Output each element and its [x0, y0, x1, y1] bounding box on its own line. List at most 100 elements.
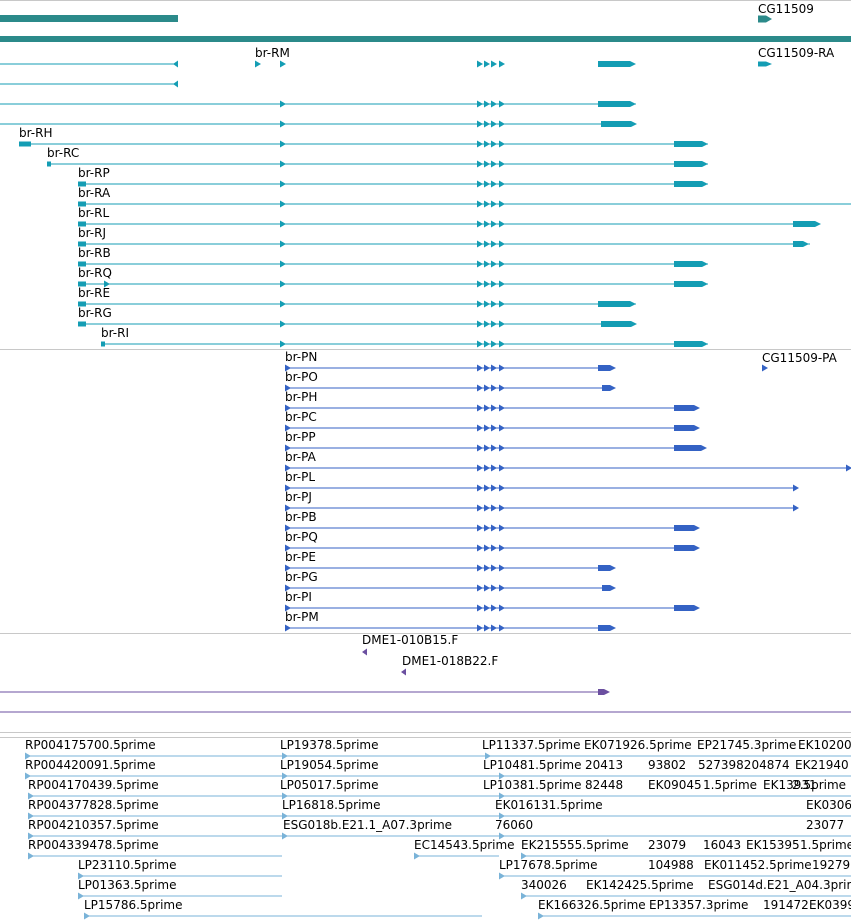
est-label[interactable]: LP01363.5prime — [78, 878, 177, 892]
est-row[interactable] — [25, 752, 851, 760]
protein-row[interactable]: br-PO — [285, 370, 616, 392]
protein-label[interactable]: br-PB — [285, 510, 317, 524]
est-label[interactable]: LP05017.5prime — [280, 778, 379, 792]
protein-row[interactable]: br-PL — [285, 470, 799, 492]
mrna-label[interactable]: br-RI — [101, 326, 129, 340]
est-row[interactable] — [28, 812, 851, 820]
protein-side-label[interactable]: CG11509-PA — [762, 351, 838, 365]
protein-label[interactable]: br-PO — [285, 370, 318, 384]
mrna-row[interactable]: br-RQ — [78, 266, 708, 288]
est-label[interactable]: 76060 — [495, 818, 533, 832]
mrna-row[interactable]: br-RB — [78, 246, 708, 268]
est-row[interactable] — [25, 772, 851, 780]
est-label[interactable]: LP19378.5prime — [280, 738, 379, 752]
est-label[interactable]: 82448 — [585, 778, 623, 792]
protein-label[interactable]: br-PH — [285, 390, 317, 404]
mrna-row[interactable]: br-RC — [47, 146, 708, 168]
est-label[interactable]: EK15395 — [746, 838, 800, 852]
est-label[interactable]: EK09045 — [648, 778, 702, 792]
est-label[interactable]: EK215555.5prime — [521, 838, 629, 852]
protein-label[interactable]: br-PL — [285, 470, 315, 484]
est-label[interactable]: 191472 — [763, 898, 809, 912]
protein-row[interactable]: br-PG — [285, 570, 616, 592]
est-label[interactable]: LP15786.5prime — [84, 898, 183, 912]
clone-label[interactable]: DME1-010B15.F — [362, 633, 458, 647]
protein-label[interactable]: br-PM — [285, 610, 319, 624]
protein-row[interactable]: br-PC — [285, 410, 700, 432]
mrna-row[interactable]: br-RL — [78, 206, 821, 228]
est-row[interactable] — [28, 832, 851, 840]
est-label[interactable]: EC14543.5prime — [414, 838, 515, 852]
est-label[interactable]: 93802 — [648, 758, 686, 772]
est-label[interactable]: EK071926.5prime — [584, 738, 692, 752]
est-label[interactable]: LP17678.5prime — [499, 858, 598, 872]
est-label[interactable]: RP004339478.5prime — [28, 838, 159, 852]
protein-row[interactable]: br-PJ — [285, 490, 799, 512]
mrna-row[interactable] — [0, 100, 636, 108]
est-row[interactable] — [28, 792, 851, 800]
mrna-label[interactable]: br-RC — [47, 146, 79, 160]
est-label[interactable]: 1.5prime — [800, 838, 851, 852]
protein-row[interactable]: br-PH — [285, 390, 700, 412]
est-label[interactable]: EK142425.5prime — [586, 878, 694, 892]
est-label[interactable]: 2.5prime — [792, 778, 846, 792]
est-label[interactable]: EK011452.5prime — [704, 858, 812, 872]
est-label[interactable]: LP16818.5prime — [282, 798, 381, 812]
est-label[interactable]: LP23110.5prime — [78, 858, 177, 872]
protein-label[interactable]: br-PP — [285, 430, 316, 444]
est-row[interactable] — [28, 852, 851, 860]
mrna-row[interactable]: br-RA — [78, 186, 851, 208]
protein-row[interactable]: br-PB — [285, 510, 700, 532]
protein-label[interactable]: br-PN — [285, 350, 317, 364]
est-label[interactable]: LP11337.5prime — [482, 738, 581, 752]
est-label[interactable]: 1.5prime — [703, 778, 757, 792]
protein-label[interactable]: br-PQ — [285, 530, 318, 544]
mrna-label[interactable]: br-RH — [19, 126, 52, 140]
est-label[interactable]: EK21940 — [795, 758, 849, 772]
mrna-row[interactable]: br-RG — [78, 306, 637, 328]
protein-row[interactable]: br-PI — [285, 590, 700, 612]
est-label[interactable]: RP004175700.5prime — [25, 738, 156, 752]
mrna-side-label[interactable]: CG11509-RA — [758, 46, 835, 60]
est-label[interactable]: 16043 — [703, 838, 741, 852]
mrna-row[interactable] — [0, 80, 178, 88]
protein-row[interactable]: br-PQ — [285, 530, 700, 552]
est-label[interactable]: 23079 — [648, 838, 686, 852]
est-row[interactable] — [84, 912, 851, 920]
est-label[interactable]: 20413 — [585, 758, 623, 772]
est-label[interactable]: EK0306 — [806, 798, 851, 812]
clone-label[interactable]: DME1-018B22.F — [402, 654, 498, 668]
est-label[interactable]: RP004170439.5prime — [28, 778, 159, 792]
est-label[interactable]: LP10481.5prime — [483, 758, 582, 772]
est-label[interactable]: EP21745.3prime — [697, 738, 796, 752]
mrna-label[interactable]: br-RP — [78, 166, 110, 180]
mrna-label[interactable]: br-RE — [78, 286, 110, 300]
est-label[interactable]: LP19054.5prime — [280, 758, 379, 772]
mrna-label[interactable]: br-RA — [78, 186, 111, 200]
est-label[interactable]: 340026 — [521, 878, 567, 892]
est-label[interactable]: ESG018b.E21.1_A07.3prime — [283, 818, 452, 832]
mrna-row[interactable]: br-RM — [0, 46, 636, 68]
est-label[interactable]: RP004377828.5prime — [28, 798, 159, 812]
est-label[interactable]: 104988 — [648, 858, 694, 872]
protein-label[interactable]: br-PE — [285, 550, 316, 564]
mrna-label[interactable]: br-RL — [78, 206, 109, 220]
est-label[interactable]: RP004420091.5prime — [25, 758, 156, 772]
mrna-row[interactable]: br-RP — [78, 166, 708, 188]
protein-label[interactable]: br-PI — [285, 590, 312, 604]
mrna-row[interactable]: br-RE — [78, 286, 636, 308]
protein-row[interactable]: br-PA — [285, 450, 851, 472]
mrna-label[interactable]: br-RG — [78, 306, 112, 320]
est-label[interactable]: EP13357.3prime — [649, 898, 748, 912]
est-label[interactable]: EK10200 — [798, 738, 851, 752]
gene-label[interactable]: CG11509 — [758, 2, 814, 16]
protein-label[interactable]: br-PA — [285, 450, 317, 464]
est-label[interactable]: EK0399 — [809, 898, 851, 912]
est-label[interactable]: 23077 — [806, 818, 844, 832]
mrna-label[interactable]: br-RQ — [78, 266, 112, 280]
est-row[interactable] — [78, 872, 851, 880]
protein-label[interactable]: br-PJ — [285, 490, 312, 504]
est-label[interactable]: RP004210357.5prime — [28, 818, 159, 832]
mrna-label[interactable]: br-RJ — [78, 226, 106, 240]
mrna-row[interactable]: br-RH — [19, 126, 708, 148]
